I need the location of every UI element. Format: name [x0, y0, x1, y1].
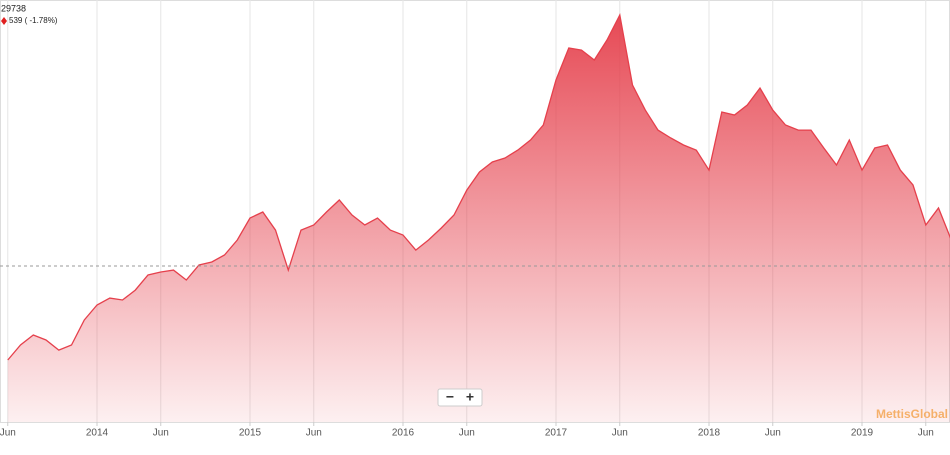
x-tick-label: 2017	[545, 428, 568, 439]
x-tick-label: Jun	[459, 428, 475, 439]
x-tick-label: 2018	[698, 428, 721, 439]
x-tick-label: Jun	[306, 428, 322, 439]
x-tick-label: 2019	[851, 428, 874, 439]
zoom-box	[437, 388, 483, 407]
zoom-controls: − +	[437, 388, 483, 407]
x-tick-label: Jun	[918, 428, 934, 439]
x-tick-label: Jun	[612, 428, 628, 439]
down-icon	[1, 17, 7, 25]
x-tick-label: Jun	[153, 428, 169, 439]
zoom-in[interactable]: +	[466, 389, 474, 405]
area-line	[7, 12, 950, 361]
x-tick-label: 2014	[86, 428, 109, 439]
x-tick-label: Jun	[765, 428, 781, 439]
x-tick-label: 2016	[392, 428, 415, 439]
x-tick-label: 2015	[239, 428, 262, 439]
zoom-out[interactable]: −	[446, 389, 454, 405]
area-fill	[7, 15, 950, 422]
change-value: 539 ( -1.78%)	[9, 16, 58, 25]
last-value: 29738	[1, 3, 26, 13]
watermark: MettisGlobal	[876, 407, 948, 421]
x-tick-label: Jun	[0, 428, 16, 439]
